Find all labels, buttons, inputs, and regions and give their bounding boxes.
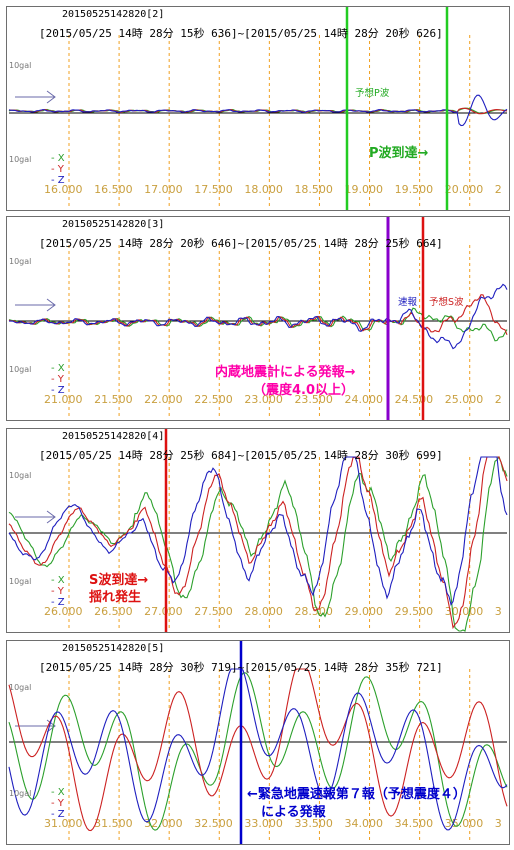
scale-label-bottom: 10gal: [9, 789, 32, 798]
waveform-chart-4: 31.000 31.500 32.000 32.500 33.000 33.500 34.0…: [8, 641, 508, 844]
series-x-line: [8, 672, 508, 831]
record-id: 20150525142820[5]: [62, 643, 165, 654]
legend: - X - Y - Z: [51, 153, 65, 186]
x-tick-label: 28.500: [294, 605, 333, 618]
x-tick-label: 34.500: [395, 817, 434, 830]
scale-arrow: [15, 298, 56, 312]
waveform-panel-2: 21.000 21.500 22.000 22.500 23.000 23.500 24.0…: [6, 216, 510, 421]
x-tick-label: 16.500: [94, 183, 133, 196]
x-tick-label: 3: [495, 605, 502, 618]
scale-arrow: [15, 90, 56, 104]
x-tick-label: 26.000: [44, 605, 83, 618]
legend-z: - Z: [51, 175, 65, 186]
x-tick-label: 29.500: [395, 605, 434, 618]
x-tick-label: 17.500: [194, 183, 233, 196]
series-z-line: [8, 668, 508, 831]
scale-label-top: 10gal: [9, 471, 32, 480]
scale-label-bottom: 10gal: [9, 365, 32, 374]
x-tick-label: 27.500: [194, 605, 233, 618]
legend-x: - X: [51, 575, 65, 586]
scale-label-bottom: 10gal: [9, 155, 32, 164]
legend: - X - Y - Z: [51, 787, 65, 820]
legend-y: - Y: [51, 164, 64, 175]
p-wave-arrival-note: P波到達→: [369, 146, 429, 161]
x-tick-label: 19.500: [395, 183, 434, 196]
legend-z: - Z: [51, 385, 65, 396]
s-wave-arrival-note: S波到達→: [89, 573, 149, 588]
waveform-chart-1: 16.000 16.500 17.000 17.500 18.000 18.500 19.0…: [8, 7, 508, 210]
x-tick-label: 25.000: [445, 393, 484, 406]
shaking-start-note: 揺れ発生: [89, 590, 142, 605]
scale-label-bottom: 10gal: [9, 577, 32, 586]
series-y-line: [8, 668, 508, 832]
x-tick-label: 34.000: [345, 817, 384, 830]
record-id: 20150525142820[4]: [62, 431, 165, 442]
time-range: [2015/05/25 14時 28分 15秒 636]~[2015/05/25…: [39, 27, 443, 40]
predicted-s-wave-label: 予想S波: [429, 297, 464, 308]
x-tick-label: 2: [495, 183, 502, 196]
series-z-line: [8, 94, 508, 127]
time-range: [2015/05/25 14時 28分 25秒 684]~[2015/05/25…: [39, 449, 443, 462]
eew-note: ←緊急地震速報第７報（予想震度４）: [247, 787, 466, 802]
waveform-panel-4: 31.000 31.500 32.000 32.500 33.000 33.500 34.0…: [6, 640, 510, 845]
legend: - X - Y - Z: [51, 575, 65, 608]
scale-label-top: 10gal: [9, 257, 32, 266]
x-tick-label: 3: [495, 817, 502, 830]
scale-arrow: [15, 510, 56, 524]
legend-z: - Z: [51, 809, 65, 820]
legend-x: - X: [51, 363, 65, 374]
waveform-chart-2: 21.000 21.500 22.000 22.500 23.000 23.500 24.0…: [8, 217, 508, 420]
legend-y: - Y: [51, 586, 64, 597]
x-tick-label: 16.000: [44, 183, 83, 196]
series-z-line: [8, 456, 508, 606]
x-tick-label: 21.000: [44, 393, 83, 406]
predicted-p-wave-label: 予想P波: [355, 88, 390, 99]
x-tick-label: 24.500: [395, 393, 434, 406]
x-tick-label: 33.500: [294, 817, 333, 830]
x-tick-label: 30.000: [445, 605, 484, 618]
scale-label-top: 10gal: [9, 61, 32, 70]
time-range: [2015/05/25 14時 28分 20秒 646]~[2015/05/25…: [39, 237, 443, 250]
waveform-chart-3: 26.000 26.500 27.000 27.500 28.000 28.500 29.0…: [8, 429, 508, 632]
seismometer-intensity-note: （震度4.0以上）: [253, 383, 355, 398]
quick-report-label: 速報: [398, 297, 418, 308]
x-tick-label: 28.000: [244, 605, 283, 618]
waveform-panel-3: 26.000 26.500 27.000 27.500 28.000 28.500 29.0…: [6, 428, 510, 633]
seismometer-alarm-note: 内蔵地震計による発報→: [215, 365, 356, 380]
x-tick-label: 22.000: [144, 393, 183, 406]
scale-label-top: 10gal: [9, 683, 32, 692]
x-tick-label: 2: [495, 393, 502, 406]
x-tick-label: 20.000: [445, 183, 484, 196]
x-tick-label: 17.000: [144, 183, 183, 196]
x-tick-label: 27.000: [144, 605, 183, 618]
x-tick-label: 32.500: [194, 817, 233, 830]
x-tick-label: 19.000: [345, 183, 384, 196]
x-tick-label: 33.000: [244, 817, 283, 830]
time-range: [2015/05/25 14時 28分 30秒 719]~[2015/05/25…: [39, 661, 443, 674]
legend-x: - X: [51, 787, 65, 798]
record-id: 20150525142820[2]: [62, 9, 165, 20]
x-tick-label: 23.500: [294, 393, 333, 406]
legend-y: - Y: [51, 374, 64, 385]
x-tick-label: 22.500: [194, 393, 233, 406]
legend-z: - Z: [51, 597, 65, 608]
x-tick-label: 31.500: [94, 817, 133, 830]
eew-note-2: による発報: [261, 805, 326, 820]
waveform-panel-1: 16.000 16.500 17.000 17.500 18.000 18.500 19.0…: [6, 6, 510, 211]
x-tick-label: 32.000: [144, 817, 183, 830]
legend: - X - Y - Z: [51, 363, 65, 396]
legend-y: - Y: [51, 798, 64, 809]
legend-x: - X: [51, 153, 65, 164]
x-tick-label: 21.500: [94, 393, 133, 406]
x-tick-label: 18.500: [294, 183, 333, 196]
record-id: 20150525142820[3]: [62, 219, 165, 230]
x-tick-label: 26.500: [94, 605, 133, 618]
x-tick-label: 24.000: [345, 393, 384, 406]
x-tick-label: 31.000: [44, 817, 83, 830]
x-tick-label: 29.000: [345, 605, 384, 618]
x-tick-label: 18.000: [244, 183, 283, 196]
x-tick-label: 23.000: [244, 393, 283, 406]
series-y-line: [8, 456, 508, 630]
